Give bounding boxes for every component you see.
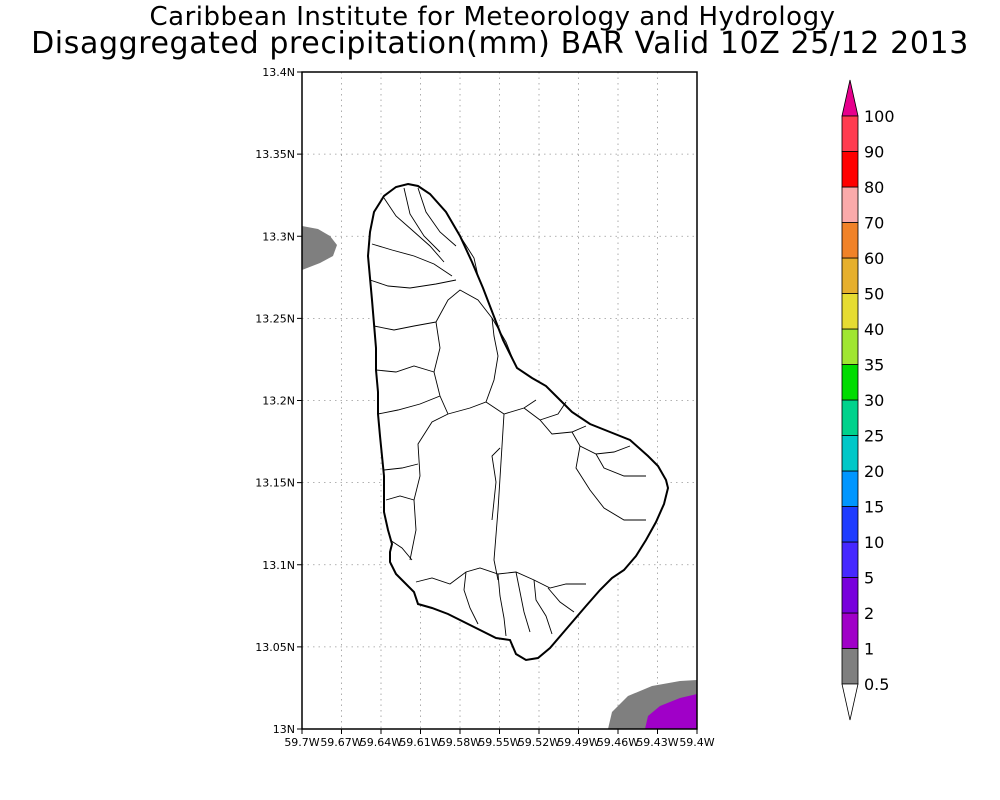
colorbar-swatch xyxy=(841,541,859,578)
watershed-line xyxy=(491,317,515,363)
lon-tick-label: 59.55W xyxy=(478,736,520,749)
watershed-line xyxy=(533,579,553,635)
colorbar-swatch xyxy=(841,328,859,365)
colorbar-bottom-arrow xyxy=(841,683,859,721)
lon-tick-label: 59.49W xyxy=(557,736,599,749)
watershed-line xyxy=(417,187,457,247)
latitude-axis: 13N 13.05N 13.1N 13.15N 13.2N 13.25N 13.3N 13.3… xyxy=(255,66,302,736)
precip-area-southeast-purple xyxy=(645,694,697,729)
colorbar-label: 80 xyxy=(864,178,884,197)
chart-title: Caribbean Institute for Meteorology and … xyxy=(149,2,836,32)
longitude-axis: 59.7W 59.67W59.64W59.61W59.58W59.55W59.52… xyxy=(284,729,715,749)
precip-area-west xyxy=(302,226,337,270)
lat-tick-label: 13.3N xyxy=(262,230,295,243)
lon-tick-label: 59.7W xyxy=(284,736,319,749)
lon-tick-label: 59.4W xyxy=(679,736,714,749)
colorbar-label: 60 xyxy=(864,249,884,268)
colorbar-swatch xyxy=(841,612,859,649)
watershed-line xyxy=(383,463,419,471)
colorbar-label: 20 xyxy=(864,462,884,481)
colorbar-label: 35 xyxy=(864,356,884,375)
colorbar-swatch xyxy=(841,399,859,436)
precip-shading xyxy=(302,226,697,729)
watershed-line xyxy=(515,571,531,633)
colorbar-swatch xyxy=(841,364,859,401)
colorbar-label: 100 xyxy=(864,107,895,126)
lat-tick-label: 13.25N xyxy=(255,312,295,325)
colorbar-top-arrow xyxy=(841,79,859,117)
watershed-line xyxy=(403,187,441,253)
lon-tick-label: 59.52W xyxy=(518,736,560,749)
lat-tick-label: 13.15N xyxy=(255,477,295,490)
watershed-boundaries xyxy=(369,187,646,637)
lat-tick-label: 13.1N xyxy=(262,559,295,572)
watershed-line xyxy=(385,495,415,501)
watershed-line xyxy=(369,279,457,289)
colorbar-label: 5 xyxy=(864,569,874,588)
watershed-line xyxy=(575,445,646,521)
lon-tick-label: 59.61W xyxy=(399,736,441,749)
lon-tick-label: 59.43W xyxy=(636,736,678,749)
lon-tick-label: 59.58W xyxy=(439,736,481,749)
lon-tick-label: 59.46W xyxy=(597,736,639,749)
colorbar-swatch xyxy=(841,577,859,614)
colorbar-label: 40 xyxy=(864,320,884,339)
coastline xyxy=(366,182,670,662)
watershed-line xyxy=(447,399,537,415)
lat-tick-label: 13.05N xyxy=(255,641,295,654)
watershed-line xyxy=(375,365,435,373)
colorbar-label: 50 xyxy=(864,285,884,304)
colorbar-swatch xyxy=(841,151,859,188)
colorbar-label: 10 xyxy=(864,533,884,552)
colorbar-swatch xyxy=(841,293,859,330)
lon-tick-label: 59.64W xyxy=(360,736,402,749)
watershed-line xyxy=(539,401,567,421)
colorbar-label: 2 xyxy=(864,604,874,623)
watershed-line xyxy=(409,413,449,561)
colorbar-swatch xyxy=(841,222,859,259)
watershed-line xyxy=(523,407,587,435)
watershed-line xyxy=(383,197,445,263)
colorbar-swatch xyxy=(841,648,859,685)
colorbar-swatch xyxy=(841,470,859,507)
lat-tick-label: 13.35N xyxy=(255,148,295,161)
colorbar-label: 70 xyxy=(864,214,884,233)
lat-tick-label: 13.2N xyxy=(262,395,295,408)
watershed-line xyxy=(491,447,501,521)
colorbar-swatch xyxy=(841,115,859,152)
island-barbados xyxy=(366,182,670,662)
watershed-line xyxy=(459,235,479,277)
watershed-line xyxy=(497,573,507,637)
colorbar-label: 30 xyxy=(864,391,884,410)
lon-tick-label: 59.67W xyxy=(320,736,362,749)
colorbar-label: 15 xyxy=(864,498,884,517)
watershed-line xyxy=(595,453,646,477)
watershed-line xyxy=(371,243,453,277)
colorbar-label: 90 xyxy=(864,143,884,162)
watershed-line xyxy=(373,321,437,331)
watershed-line xyxy=(493,413,505,581)
watershed-line xyxy=(377,395,441,415)
colorbar-label: 25 xyxy=(864,427,884,446)
watershed-line xyxy=(463,571,479,625)
watershed-line xyxy=(389,539,413,561)
colorbar-swatch xyxy=(841,435,859,472)
colorbar-swatch xyxy=(841,506,859,543)
lat-tick-label: 13.4N xyxy=(262,66,295,79)
chart-subtitle: Disaggregated precipitation(mm) BAR Vali… xyxy=(31,26,969,61)
lat-tick-label: 13N xyxy=(273,723,295,736)
colorbar-label: 0.5 xyxy=(864,675,889,694)
colorbar-label: 1 xyxy=(864,640,874,659)
colorbar-swatch xyxy=(841,186,859,223)
colorbar-swatch xyxy=(841,257,859,294)
watershed-line xyxy=(547,587,575,613)
